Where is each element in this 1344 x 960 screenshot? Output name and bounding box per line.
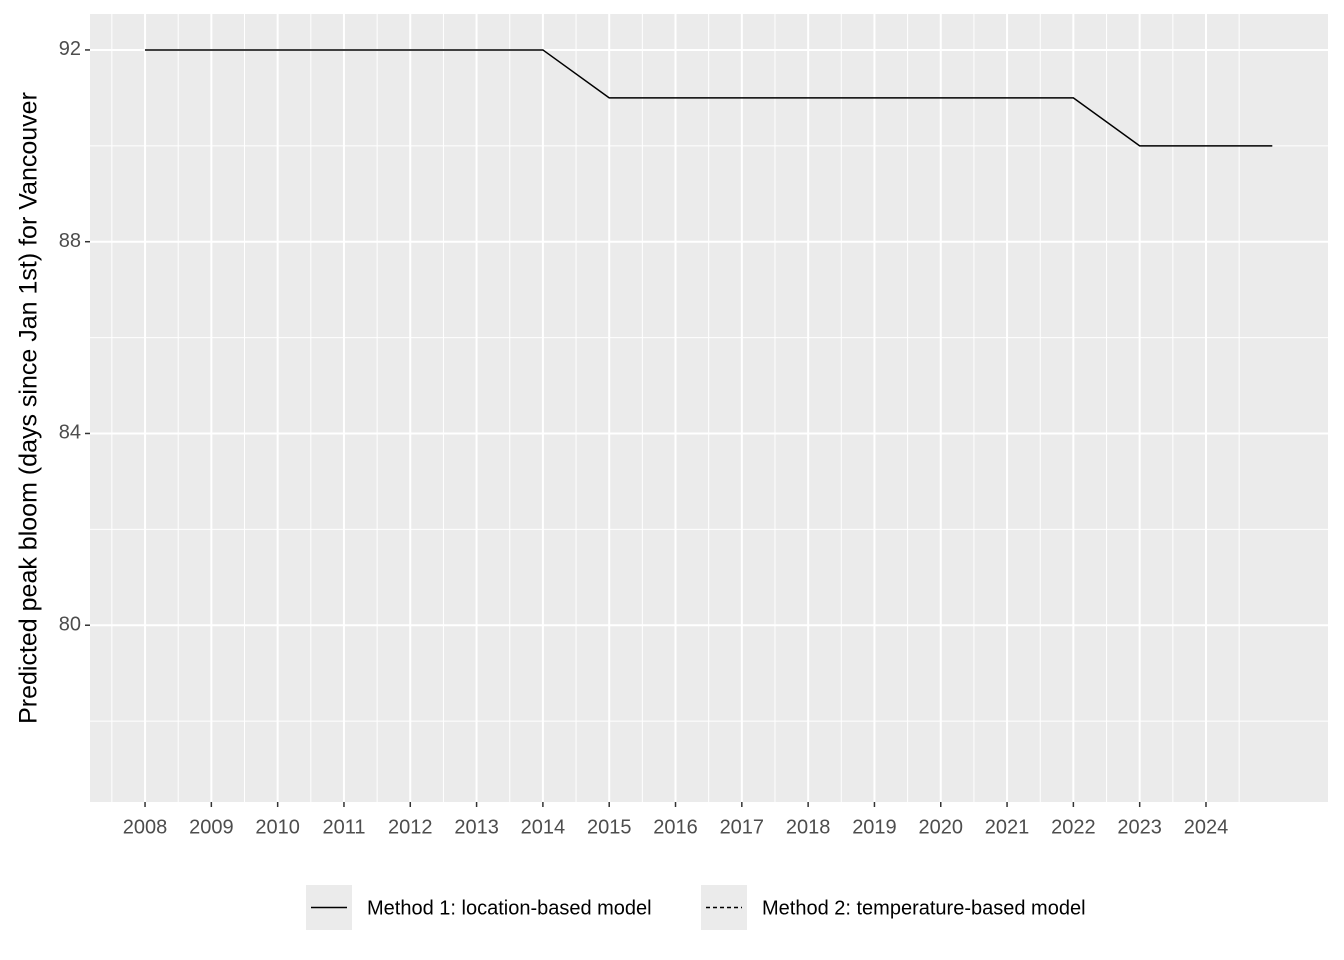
- y-tick-label: 88: [59, 230, 81, 252]
- y-tick-label: 84: [59, 422, 81, 444]
- legend-label: Method 1: location-based model: [367, 897, 652, 919]
- x-tick-label: 2010: [255, 816, 300, 838]
- x-tick-label: 2021: [985, 816, 1030, 838]
- x-tick-label: 2009: [189, 816, 234, 838]
- y-tick-label: 80: [59, 614, 81, 636]
- x-tick-label: 2016: [653, 816, 698, 838]
- x-tick-label: 2012: [388, 816, 433, 838]
- x-tick-label: 2019: [852, 816, 897, 838]
- x-tick-label: 2017: [720, 816, 765, 838]
- data-line: [145, 49, 1273, 147]
- y-axis-title: Predicted peak bloom (days since Jan 1st…: [15, 92, 43, 724]
- x-tick-label: 2011: [322, 816, 365, 838]
- x-tick-label: 2020: [919, 816, 964, 838]
- x-tick-label: 2023: [1117, 816, 1162, 838]
- x-tick-label: 2022: [1051, 816, 1096, 838]
- x-tick-label: 2013: [454, 816, 499, 838]
- x-tick-label: 2015: [587, 816, 632, 838]
- x-tick-label: 2014: [521, 816, 566, 838]
- x-tick-label: 2018: [786, 816, 831, 838]
- y-tick-label: 92: [59, 38, 81, 60]
- x-tick-label: 2024: [1184, 816, 1229, 838]
- x-tick-label: 2008: [123, 816, 168, 838]
- legend-label: Method 2: temperature-based model: [762, 897, 1086, 919]
